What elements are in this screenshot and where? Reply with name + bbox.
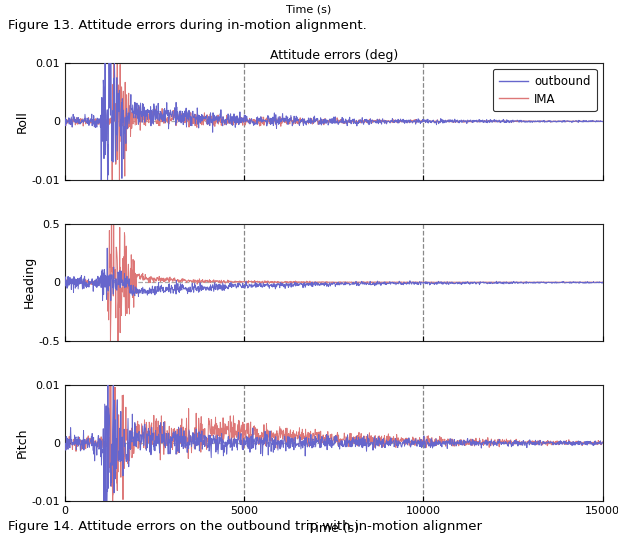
Title: Attitude errors (deg): Attitude errors (deg) <box>269 49 398 62</box>
Y-axis label: Pitch: Pitch <box>15 428 28 458</box>
X-axis label: Time (s): Time (s) <box>308 522 359 535</box>
Legend: outbound, IMA: outbound, IMA <box>493 69 596 111</box>
Y-axis label: Heading: Heading <box>23 256 36 309</box>
Text: Time (s): Time (s) <box>286 4 332 14</box>
Text: Figure 14. Attitude errors on the outbound trip with in-motion alignmer: Figure 14. Attitude errors on the outbou… <box>8 520 482 533</box>
Y-axis label: Roll: Roll <box>15 110 28 133</box>
Text: Figure 13. Attitude errors during in-motion alignment.: Figure 13. Attitude errors during in-mot… <box>8 19 367 32</box>
